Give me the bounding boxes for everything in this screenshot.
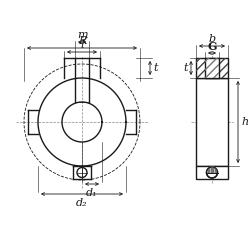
Bar xyxy=(205,58,219,78)
Text: d₁: d₁ xyxy=(86,188,98,198)
Circle shape xyxy=(206,167,218,178)
Text: t: t xyxy=(184,63,188,73)
Bar xyxy=(205,58,219,78)
Text: G: G xyxy=(207,40,217,52)
Polygon shape xyxy=(206,167,218,172)
Bar xyxy=(196,58,228,78)
Bar xyxy=(196,78,228,166)
Text: d₂: d₂ xyxy=(76,198,88,208)
Bar xyxy=(196,58,228,78)
Bar xyxy=(196,166,228,179)
Text: h: h xyxy=(241,117,248,127)
Text: l: l xyxy=(80,40,84,50)
Text: b: b xyxy=(208,34,216,44)
Text: m: m xyxy=(77,30,87,40)
Text: t: t xyxy=(153,63,158,73)
Text: R: R xyxy=(78,36,86,46)
